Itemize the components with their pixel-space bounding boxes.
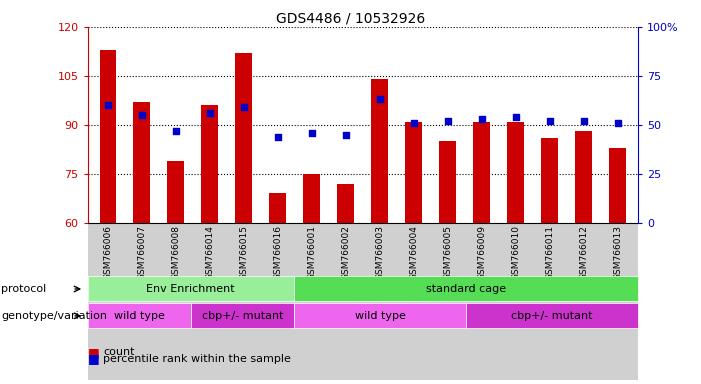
Point	[612, 120, 623, 126]
Point	[374, 96, 386, 103]
Point	[442, 118, 454, 124]
Text: standard cage: standard cage	[426, 284, 506, 294]
Point	[238, 104, 250, 110]
Text: GDS4486 / 10532926: GDS4486 / 10532926	[276, 12, 425, 25]
Bar	[575, 131, 592, 223]
Text: wild type: wild type	[355, 311, 405, 321]
Text: percentile rank within the sample: percentile rank within the sample	[103, 354, 291, 364]
Bar	[609, 148, 626, 223]
Point	[578, 118, 589, 124]
Bar	[269, 194, 286, 223]
Text: genotype/variation: genotype/variation	[1, 311, 107, 321]
Bar	[440, 141, 456, 223]
Point	[102, 102, 114, 108]
Point	[204, 110, 215, 116]
Point	[170, 127, 182, 134]
Bar	[372, 79, 388, 223]
Text: ■: ■	[88, 346, 100, 359]
Bar	[201, 105, 219, 223]
Text: ■: ■	[88, 353, 100, 366]
Text: wild type: wild type	[114, 311, 165, 321]
Point	[544, 118, 555, 124]
Text: cbp+/- mutant: cbp+/- mutant	[202, 311, 283, 321]
Bar	[507, 122, 524, 223]
Point	[510, 114, 522, 120]
Text: count: count	[103, 347, 135, 357]
Bar	[100, 50, 116, 223]
Point	[476, 116, 487, 122]
Bar	[304, 174, 320, 223]
Point	[137, 112, 148, 118]
Bar	[168, 161, 184, 223]
Text: protocol: protocol	[1, 284, 47, 294]
Bar	[236, 53, 252, 223]
Bar	[541, 138, 558, 223]
Point	[272, 134, 283, 140]
Text: cbp+/- mutant: cbp+/- mutant	[511, 311, 592, 321]
Point	[408, 120, 419, 126]
Text: Env Enrichment: Env Enrichment	[147, 284, 235, 294]
Bar	[405, 122, 422, 223]
Bar	[337, 184, 354, 223]
Bar	[133, 102, 151, 223]
Point	[306, 129, 318, 136]
Bar	[473, 122, 490, 223]
Point	[340, 131, 351, 138]
